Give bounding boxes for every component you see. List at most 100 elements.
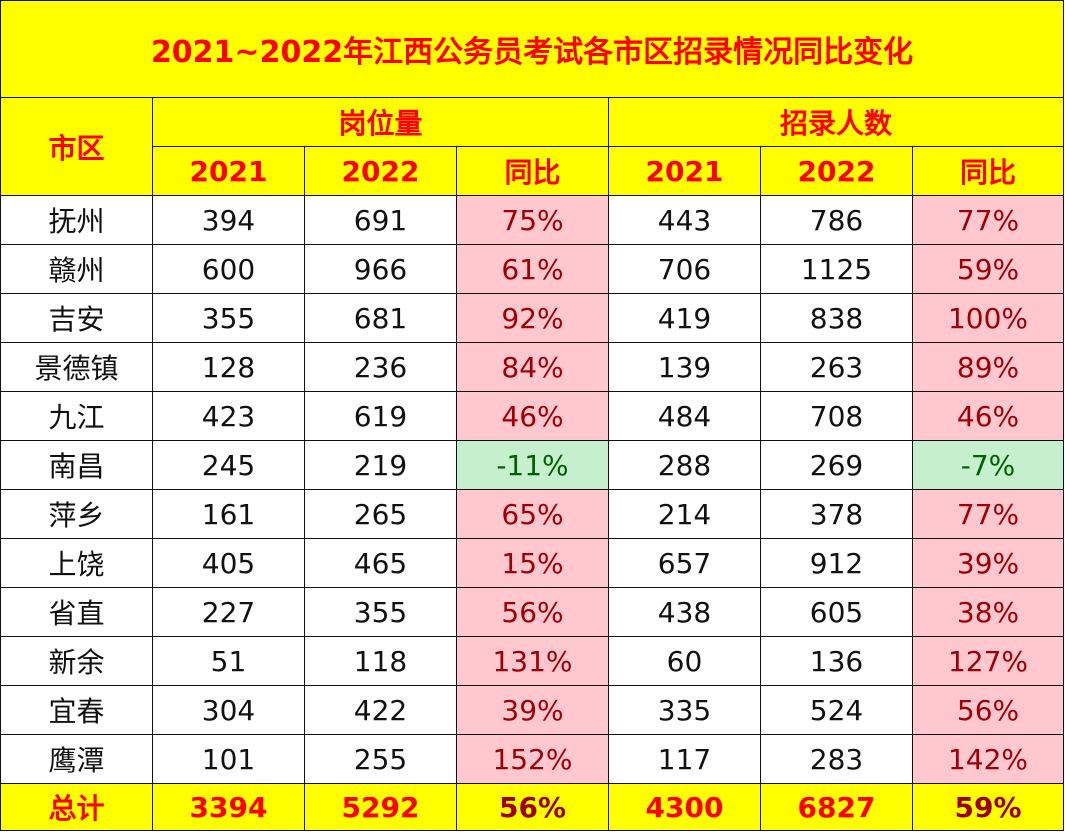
table-row: 萍乡 161 265 65% 214 378 77% [0, 489, 1065, 539]
positions-2022-cell: 118 [304, 636, 457, 686]
recruits-2021-cell: 60 [608, 636, 761, 686]
total-positions-2022: 5292 [304, 783, 457, 831]
recruits-yoy-header: 同比 [911, 146, 1065, 196]
positions-2022-cell: 255 [304, 734, 457, 784]
positions-2021-cell: 394 [152, 195, 305, 245]
city-cell: 新余 [0, 636, 153, 686]
recruits-2022-cell: 605 [760, 587, 913, 637]
recruits-2021-cell: 288 [608, 440, 761, 490]
positions-2022-cell: 691 [304, 195, 457, 245]
positions-2021-cell: 245 [152, 440, 305, 490]
recruits-2022-cell: 269 [760, 440, 913, 490]
positions-2022-cell: 422 [304, 685, 457, 735]
total-recruits-2022: 6827 [760, 783, 913, 831]
positions-2021-cell: 128 [152, 342, 305, 392]
recruits-yoy-cell: 127% [911, 636, 1065, 686]
table-row: 赣州 600 966 61% 706 1125 59% [0, 244, 1065, 294]
positions-2022-cell: 219 [304, 440, 457, 490]
positions-2022-cell: 966 [304, 244, 457, 294]
city-cell: 宜春 [0, 685, 153, 735]
positions-2021-cell: 405 [152, 538, 305, 588]
city-cell: 九江 [0, 391, 153, 441]
positions-2021-cell: 51 [152, 636, 305, 686]
recruits-2022-cell: 263 [760, 342, 913, 392]
positions-yoy-header: 同比 [456, 146, 609, 196]
table-row: 吉安 355 681 92% 419 838 100% [0, 293, 1065, 343]
recruits-2022-cell: 378 [760, 489, 913, 539]
recruits-2022-cell: 136 [760, 636, 913, 686]
recruits-2022-cell: 786 [760, 195, 913, 245]
positions-yoy-cell: 56% [456, 587, 609, 637]
positions-yoy-cell: 39% [456, 685, 609, 735]
positions-yoy-cell: 84% [456, 342, 609, 392]
total-row: 总计 3394 5292 56% 4300 6827 59% [0, 783, 1065, 831]
recruits-2021-header: 2021 [608, 146, 761, 196]
positions-2021-cell: 101 [152, 734, 305, 784]
table-row: 上饶 405 465 15% 657 912 39% [0, 538, 1065, 588]
positions-2022-cell: 236 [304, 342, 457, 392]
recruits-2022-cell: 524 [760, 685, 913, 735]
table-row: 南昌 245 219 -11% 288 269 -7% [0, 440, 1065, 490]
total-label: 总计 [0, 783, 153, 831]
recruits-2022-header: 2022 [760, 146, 913, 196]
recruits-2021-cell: 139 [608, 342, 761, 392]
total-recruits-yoy: 59% [911, 783, 1065, 831]
city-cell: 抚州 [0, 195, 153, 245]
positions-header: 岗位量 [152, 97, 609, 147]
positions-2021-cell: 355 [152, 293, 305, 343]
positions-2021-cell: 304 [152, 685, 305, 735]
positions-yoy-cell: 46% [456, 391, 609, 441]
positions-yoy-cell: 75% [456, 195, 609, 245]
city-cell: 吉安 [0, 293, 153, 343]
positions-2021-cell: 161 [152, 489, 305, 539]
recruits-2021-cell: 438 [608, 587, 761, 637]
table-row: 景德镇 128 236 84% 139 263 89% [0, 342, 1065, 392]
total-recruits-2021: 4300 [608, 783, 761, 831]
positions-2022-header: 2022 [304, 146, 457, 196]
positions-2021-cell: 600 [152, 244, 305, 294]
recruits-2022-cell: 283 [760, 734, 913, 784]
table-row: 九江 423 619 46% 484 708 46% [0, 391, 1065, 441]
recruits-header: 招录人数 [607, 97, 1065, 147]
city-cell: 景德镇 [0, 342, 153, 392]
recruits-2021-cell: 657 [608, 538, 761, 588]
recruits-yoy-cell: 59% [911, 244, 1065, 294]
recruits-yoy-cell: 56% [911, 685, 1065, 735]
positions-2021-cell: 423 [152, 391, 305, 441]
region-header: 市区 [0, 97, 153, 196]
city-cell: 南昌 [0, 440, 153, 490]
city-cell: 赣州 [0, 244, 153, 294]
positions-2022-cell: 619 [304, 391, 457, 441]
table-row: 宜春 304 422 39% 335 524 56% [0, 685, 1065, 735]
recruits-yoy-cell: 77% [911, 195, 1065, 245]
positions-yoy-cell: 65% [456, 489, 609, 539]
positions-2022-cell: 355 [304, 587, 457, 637]
recruits-2022-cell: 838 [760, 293, 913, 343]
recruits-yoy-cell: 39% [911, 538, 1065, 588]
city-cell: 萍乡 [0, 489, 153, 539]
recruits-2021-cell: 335 [608, 685, 761, 735]
city-cell: 上饶 [0, 538, 153, 588]
recruits-yoy-cell: 77% [911, 489, 1065, 539]
recruits-2022-cell: 1125 [760, 244, 913, 294]
positions-2022-cell: 681 [304, 293, 457, 343]
table-row: 新余 51 118 131% 60 136 127% [0, 636, 1065, 686]
positions-yoy-cell: 92% [456, 293, 609, 343]
recruits-2021-cell: 706 [608, 244, 761, 294]
positions-yoy-cell: 152% [456, 734, 609, 784]
city-cell: 鹰潭 [0, 734, 153, 784]
recruits-yoy-cell: 89% [911, 342, 1065, 392]
total-positions-2021: 3394 [152, 783, 305, 831]
recruits-2021-cell: 117 [608, 734, 761, 784]
positions-yoy-cell: 131% [456, 636, 609, 686]
recruits-2021-cell: 419 [608, 293, 761, 343]
recruits-2021-cell: 443 [608, 195, 761, 245]
table-row: 鹰潭 101 255 152% 117 283 142% [0, 734, 1065, 784]
recruits-yoy-cell: 142% [911, 734, 1065, 784]
positions-2021-header: 2021 [152, 146, 305, 196]
recruits-2022-cell: 912 [760, 538, 913, 588]
positions-2022-cell: 465 [304, 538, 457, 588]
positions-yoy-cell: 61% [456, 244, 609, 294]
recruits-2022-cell: 708 [760, 391, 913, 441]
